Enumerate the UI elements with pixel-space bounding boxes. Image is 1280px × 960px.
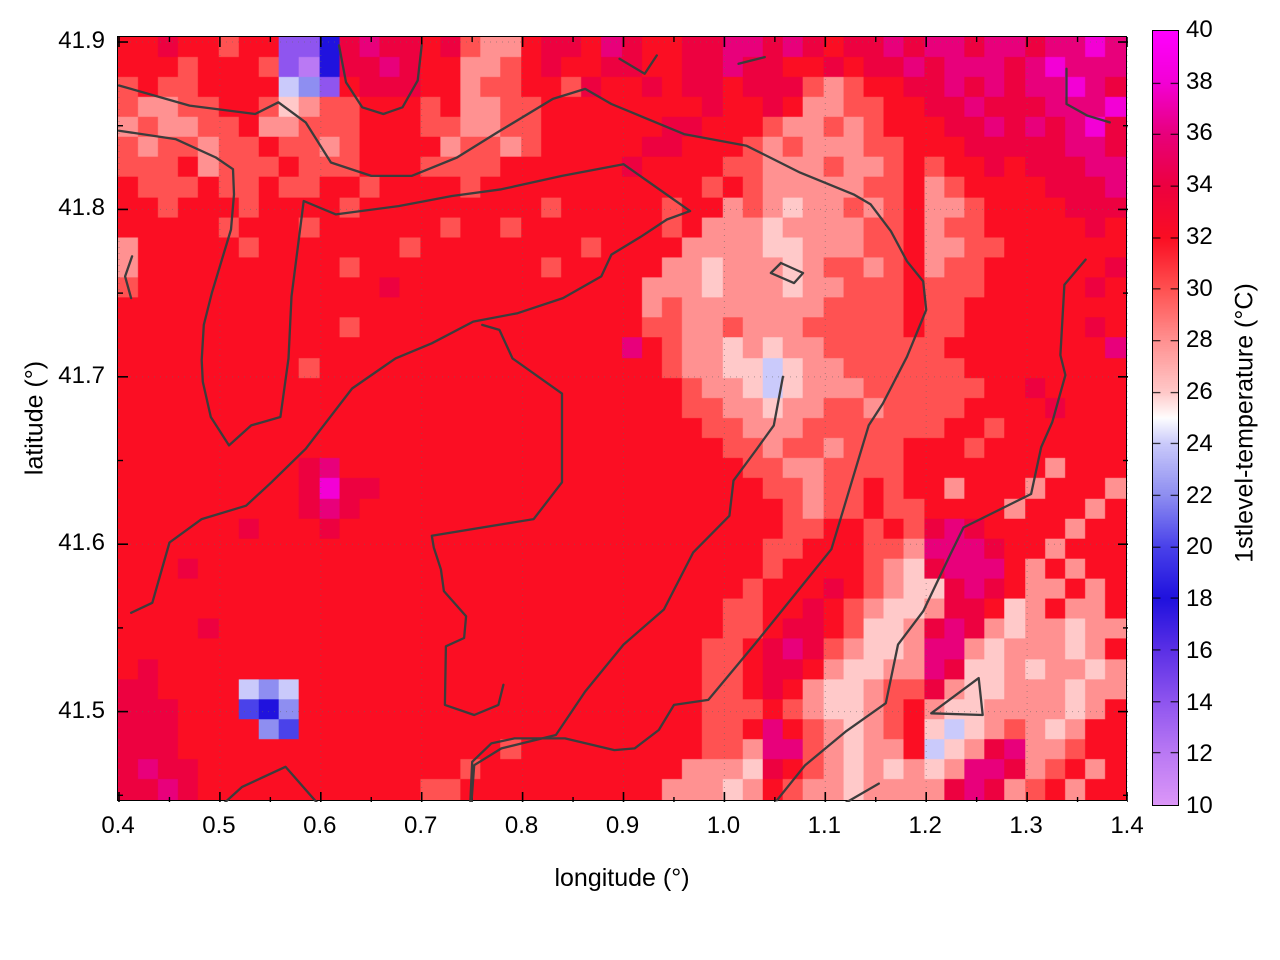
xtick-label: 0.8 <box>504 812 539 839</box>
x-axis-title: longitude (°) <box>554 864 690 892</box>
xtick-label: 1.0 <box>706 812 741 839</box>
colorbar <box>1152 30 1179 806</box>
cbtick-label: 12 <box>1186 740 1213 768</box>
ytick-label: 41.6 <box>58 529 105 557</box>
cbtick-label: 22 <box>1186 481 1213 509</box>
cbtick-label: 30 <box>1186 274 1213 302</box>
cbtick-label: 28 <box>1186 326 1213 354</box>
cbtick-label: 16 <box>1186 636 1213 664</box>
cbtick-label: 14 <box>1186 688 1213 716</box>
cbtick-label: 18 <box>1186 585 1213 613</box>
xtick-label: 0.4 <box>101 812 135 839</box>
cbtick-label: 32 <box>1186 222 1213 250</box>
cbtick-label: 26 <box>1186 378 1213 406</box>
cbtick-label: 20 <box>1186 533 1213 561</box>
xtick-label: 1.2 <box>908 812 942 839</box>
xtick-label: 0.7 <box>404 812 438 839</box>
cbtick-label: 24 <box>1186 429 1213 457</box>
ytick-label: 41.9 <box>58 27 105 55</box>
cbtick-label: 10 <box>1186 792 1213 819</box>
xtick-label: 0.5 <box>202 812 236 839</box>
xtick-label: 0.6 <box>303 812 337 839</box>
cbtick-label: 38 <box>1186 67 1213 95</box>
plot-area <box>117 36 1128 802</box>
ytick-label: 41.8 <box>58 194 105 222</box>
xtick-label: 0.9 <box>605 812 640 839</box>
colorbar-title: 1stlevel-temperature (°C) <box>1230 283 1259 563</box>
colorbar-canvas <box>1153 31 1178 805</box>
cbtick-label: 34 <box>1186 171 1213 199</box>
cbtick-label: 40 <box>1186 16 1213 43</box>
ytick-label: 41.5 <box>58 696 105 724</box>
xtick-label: 1.3 <box>1009 812 1043 839</box>
xtick-label: 1.4 <box>1110 812 1144 839</box>
ytick-label: 41.7 <box>58 361 105 389</box>
xtick-label: 1.1 <box>807 812 841 839</box>
cbtick-label: 36 <box>1186 119 1213 147</box>
heatmap-canvas <box>118 37 1126 800</box>
